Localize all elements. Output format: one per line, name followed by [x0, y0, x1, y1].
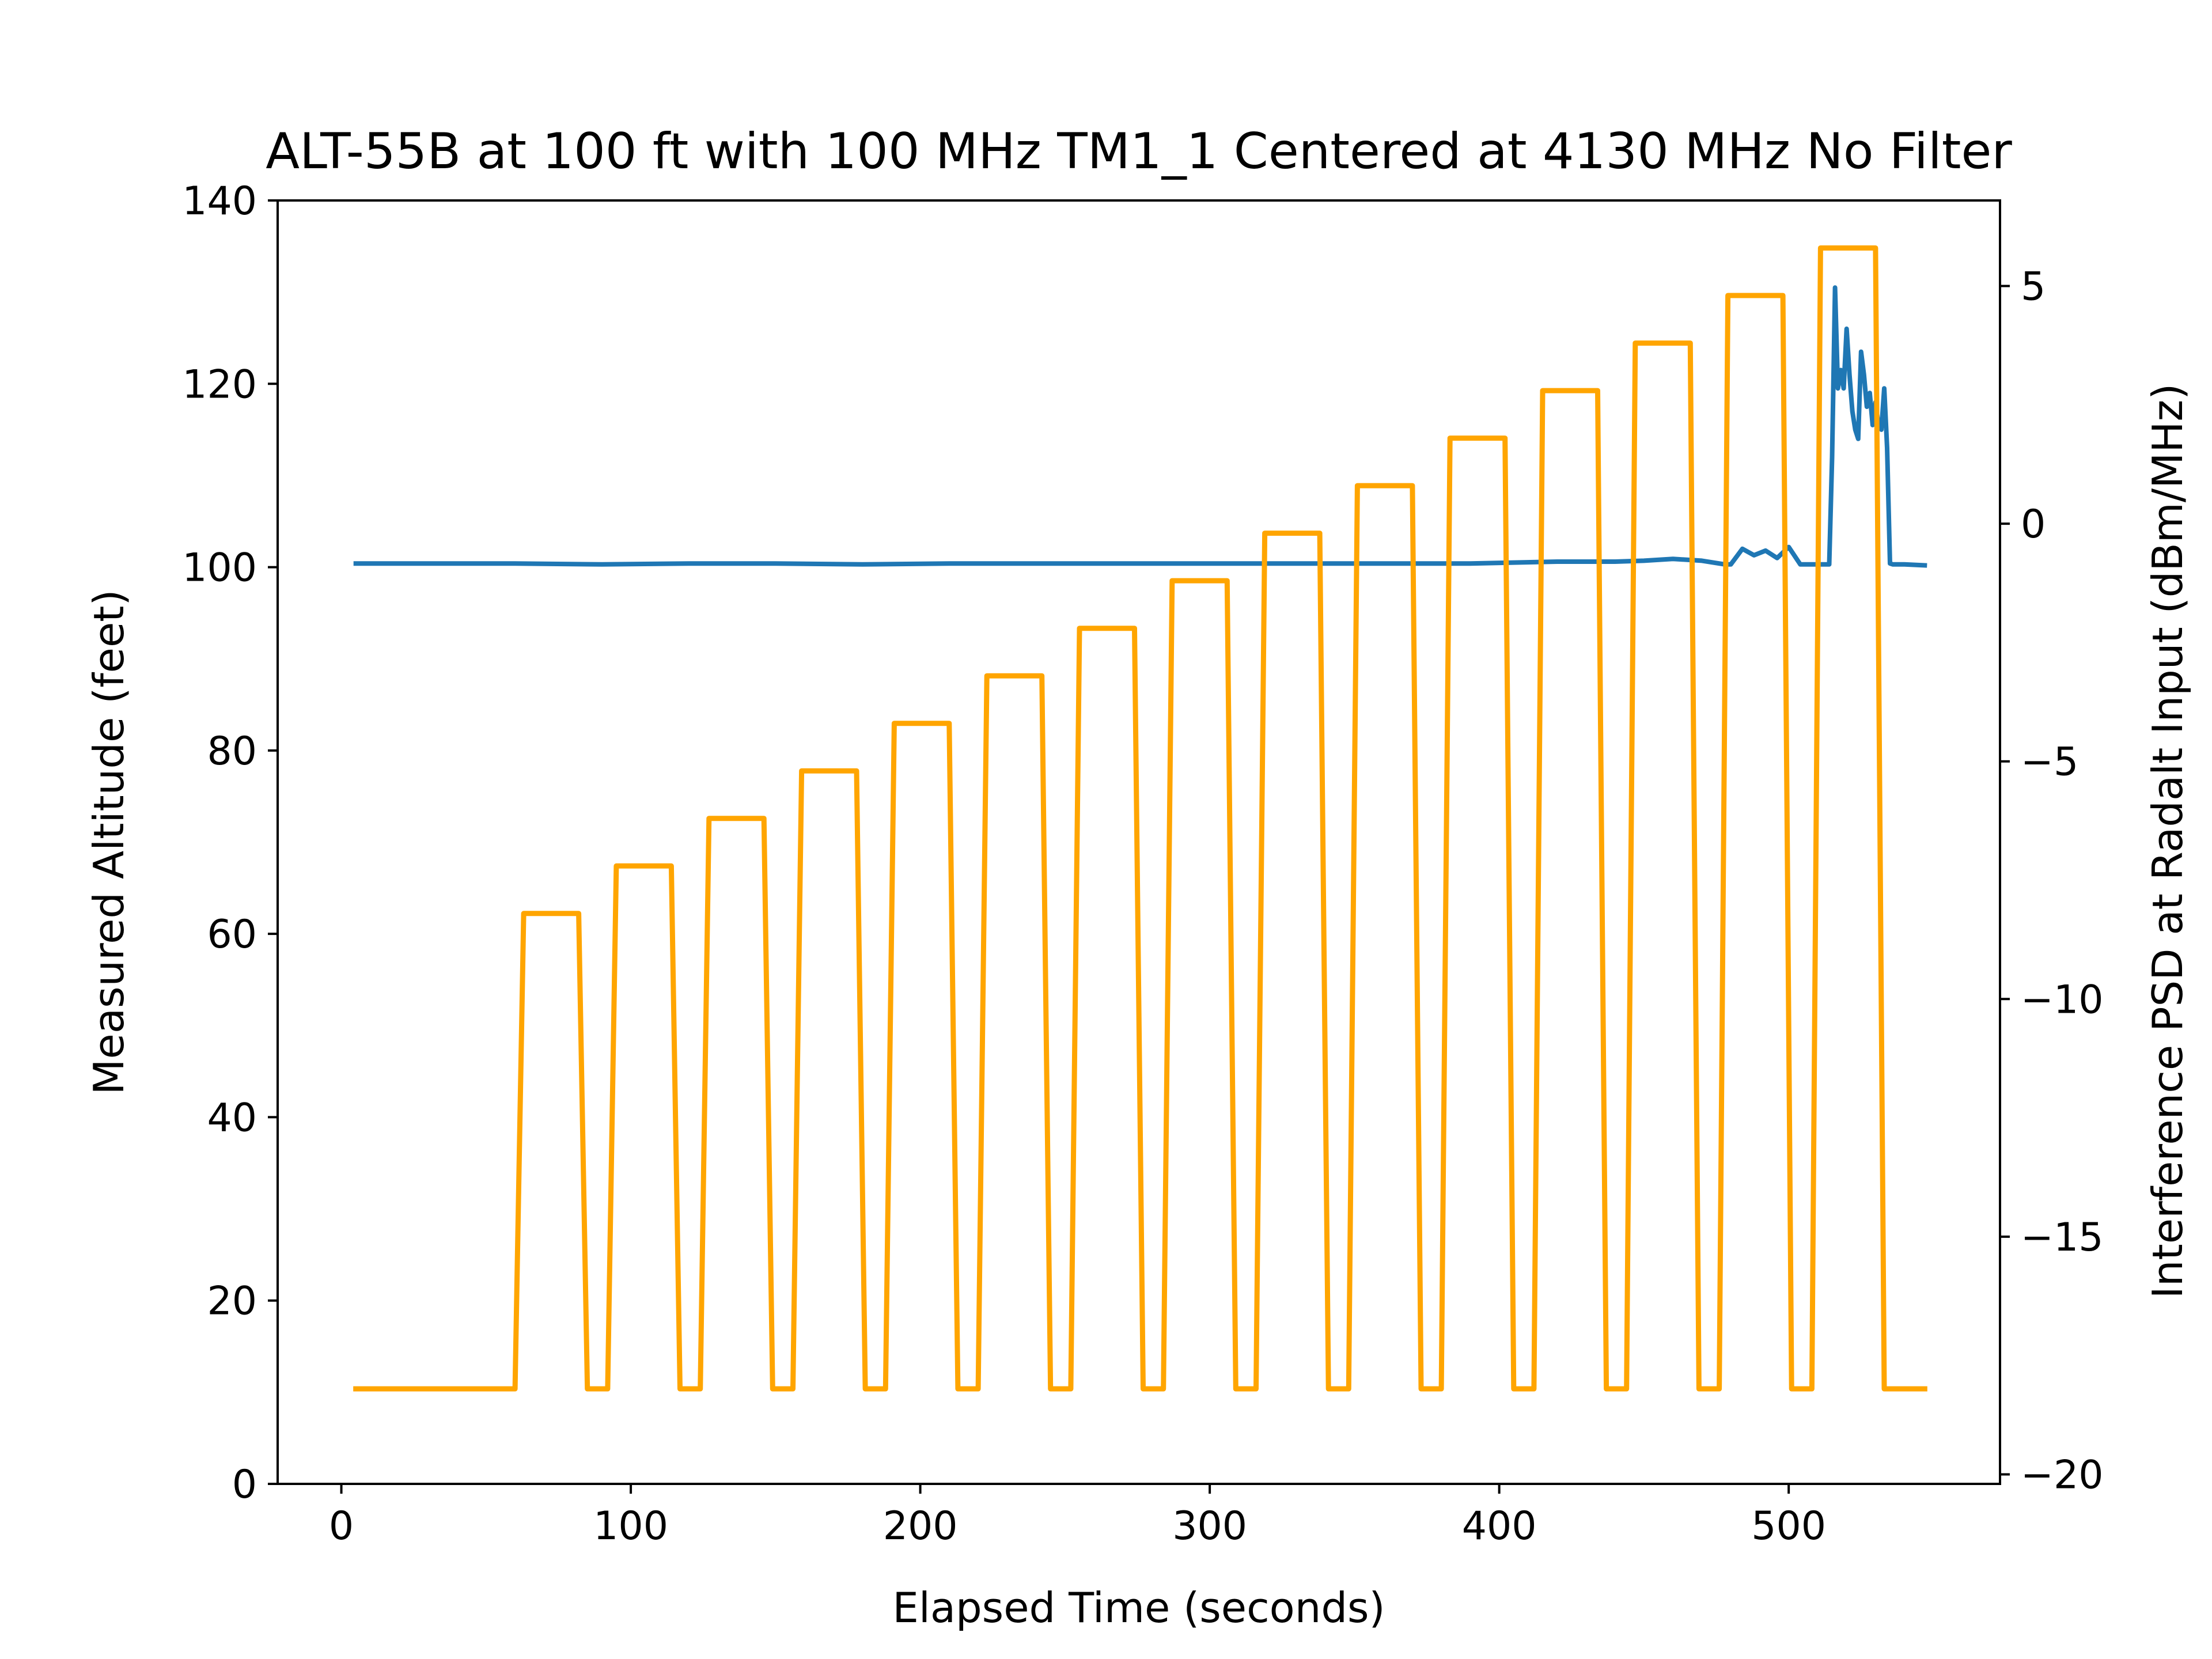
y2-tick-label: −5: [2021, 740, 2078, 785]
plot-area: [353, 245, 1927, 1392]
y2-tick-label: 5: [2021, 264, 2046, 310]
x-tick-label: 100: [593, 1503, 668, 1549]
x-tick-label: 0: [329, 1503, 354, 1549]
series-line-psd: [353, 245, 1927, 1392]
y-tick-label: 60: [207, 912, 257, 957]
y-tick-label: 120: [182, 362, 257, 407]
y2-tick-label: −10: [2021, 977, 2104, 1022]
y-tick-label: 80: [207, 729, 257, 774]
y2-tick-label: −15: [2021, 1215, 2104, 1260]
y-axis-label: Measured Altitude (feet): [85, 589, 133, 1094]
y2-axis-label: Interference PSD at Radalt Input (dBm/MH…: [2143, 384, 2192, 1299]
axes-frame: [276, 199, 2001, 1485]
chart-title: ALT-55B at 100 ft with 100 MHz TM1_1 Cen…: [266, 123, 2012, 180]
series-line-altitude: [353, 285, 1927, 568]
y-tick-label: 0: [232, 1462, 257, 1508]
x-tick-label: 500: [1751, 1503, 1826, 1549]
y2-tick-label: 0: [2021, 502, 2046, 547]
y2-tick-label: −20: [2021, 1452, 2104, 1498]
x-tick-label: 300: [1172, 1503, 1247, 1549]
y-tick-label: 140: [182, 179, 257, 224]
y-tick-label: 20: [207, 1279, 257, 1324]
x-tick-label: 200: [883, 1503, 958, 1549]
y-tick-label: 40: [207, 1095, 257, 1141]
y-tick-label: 100: [182, 546, 257, 591]
axes: 0 100 200 300 400 500 0 20 40 60 80 100 120 140 −20 −15…: [182, 179, 2103, 1549]
x-axis-label: Elapsed Time (seconds): [892, 1584, 1385, 1632]
x-tick-label: 400: [1462, 1503, 1537, 1549]
